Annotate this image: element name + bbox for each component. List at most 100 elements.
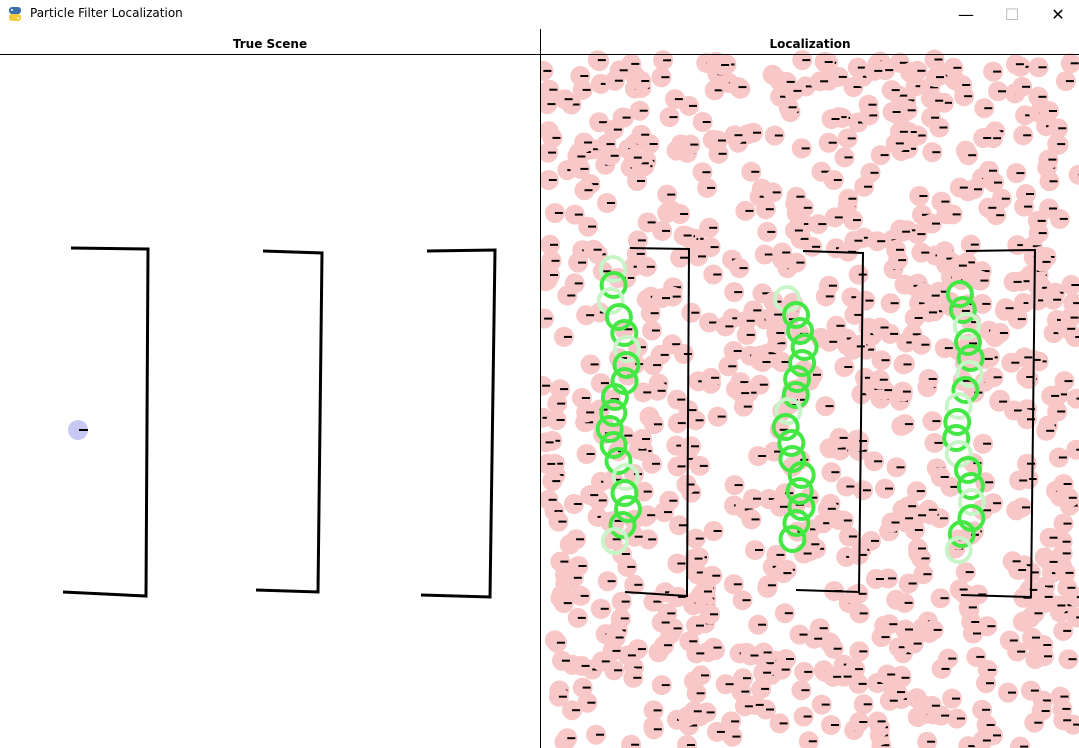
particle xyxy=(1034,586,1055,607)
particle xyxy=(1061,275,1079,295)
python-icon xyxy=(9,7,21,21)
maximize-icon: ☐ xyxy=(1004,5,1020,24)
walls-overlay xyxy=(624,247,1037,599)
particle xyxy=(666,435,687,456)
particle xyxy=(576,305,597,326)
particle xyxy=(1002,551,1023,572)
particle xyxy=(1066,388,1079,409)
particle xyxy=(587,50,608,71)
particle xyxy=(659,490,680,511)
particle xyxy=(708,143,729,164)
particle xyxy=(597,571,618,592)
particle xyxy=(1053,620,1074,641)
particle xyxy=(1010,736,1031,748)
particle xyxy=(718,356,739,377)
robot xyxy=(68,420,88,440)
wall xyxy=(960,248,1037,599)
particle xyxy=(701,367,722,388)
minimize-button[interactable]: — xyxy=(943,0,989,29)
particle xyxy=(870,145,891,166)
particle xyxy=(741,161,762,182)
particle xyxy=(1060,53,1079,74)
panel-divider xyxy=(540,29,541,748)
particle xyxy=(637,212,658,233)
particle xyxy=(557,285,578,306)
particle xyxy=(684,548,705,569)
estimate-particle xyxy=(778,525,807,553)
estimate-particle xyxy=(608,511,637,539)
estimate-particle xyxy=(944,392,973,420)
particle xyxy=(576,444,597,464)
particle xyxy=(553,593,574,614)
particle xyxy=(983,367,1004,388)
estimate-particle xyxy=(944,536,973,564)
estimate-particle xyxy=(595,415,624,443)
close-icon: ✕ xyxy=(1051,5,1065,24)
particle xyxy=(703,264,724,285)
estimate-particle xyxy=(952,312,981,340)
wall xyxy=(624,247,691,598)
walls xyxy=(62,246,497,599)
particle-cloud xyxy=(541,49,1079,748)
estimate-particle xyxy=(610,479,639,507)
particle xyxy=(673,225,694,246)
particle xyxy=(603,119,624,140)
particle xyxy=(1031,701,1052,721)
particle xyxy=(764,125,785,146)
estimate-particle xyxy=(777,429,806,457)
particle xyxy=(610,608,631,629)
estimate-particle xyxy=(956,344,985,372)
particle xyxy=(711,55,732,75)
particle xyxy=(1047,134,1068,155)
particle xyxy=(683,701,704,722)
estimate-particle xyxy=(786,317,815,345)
particle xyxy=(1009,470,1030,491)
particle xyxy=(905,76,926,97)
localization-panel: Localization xyxy=(541,29,1079,748)
estimate-particle xyxy=(951,376,980,404)
particle xyxy=(1066,607,1079,628)
particle xyxy=(557,728,578,748)
estimate-particle xyxy=(781,381,810,409)
estimate-particle xyxy=(600,383,629,411)
particle xyxy=(670,204,691,224)
particle xyxy=(973,433,994,454)
particle xyxy=(697,177,718,198)
estimate-particle xyxy=(613,335,641,363)
particle xyxy=(570,66,591,86)
particle xyxy=(1039,551,1060,572)
true-scene-panel: True Scene xyxy=(0,29,540,748)
localization-canvas xyxy=(541,49,1079,748)
particle xyxy=(754,244,775,265)
title-bar: Particle Filter Localization — ☐ ✕ xyxy=(0,0,1079,29)
particle xyxy=(1063,293,1079,314)
estimate-particle xyxy=(957,488,986,516)
particle xyxy=(643,355,664,376)
estimate-particle xyxy=(614,495,642,523)
particle xyxy=(976,715,997,735)
particle xyxy=(546,410,567,430)
wall xyxy=(795,250,865,594)
particle xyxy=(880,293,901,314)
particle xyxy=(793,706,814,727)
localization-title: Localization xyxy=(769,37,851,51)
particle xyxy=(563,567,584,588)
particle xyxy=(636,256,657,277)
particle xyxy=(771,352,792,372)
true-scene-title: True Scene xyxy=(232,37,308,51)
particle xyxy=(823,666,844,687)
close-button[interactable]: ✕ xyxy=(1035,0,1079,29)
particle xyxy=(972,699,993,720)
particle xyxy=(686,643,707,664)
particle xyxy=(651,675,672,696)
estimate-particle xyxy=(599,271,628,299)
particle xyxy=(643,719,664,740)
particle xyxy=(766,323,787,343)
estimate-particle xyxy=(610,319,639,347)
estimate-particle xyxy=(787,461,816,489)
particle xyxy=(1039,527,1060,548)
maximize-button[interactable]: ☐ xyxy=(989,0,1035,29)
particle xyxy=(995,298,1016,319)
particle xyxy=(848,673,869,694)
particle xyxy=(686,683,707,704)
